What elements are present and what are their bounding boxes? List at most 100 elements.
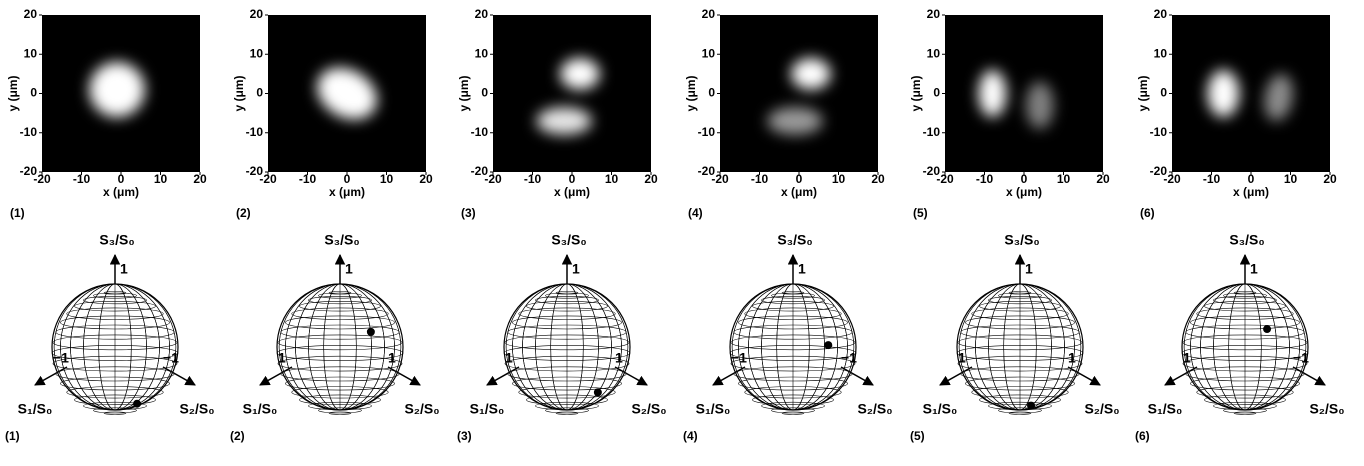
intensity-lobe — [1264, 74, 1293, 121]
x-tick-label: 20 — [871, 172, 885, 186]
y-tick-label: 20 — [475, 7, 489, 21]
s1-label: S₁/S₀ — [243, 401, 278, 417]
parallel — [545, 292, 589, 299]
s2-label: S₂/S₀ — [404, 401, 439, 417]
x-tick-label: -10 — [751, 172, 769, 186]
s1-tick-label: −1 — [53, 350, 69, 366]
parallel — [1204, 394, 1286, 405]
x-tick-label: 20 — [419, 172, 433, 186]
y-axis-label: y (μm) — [232, 75, 246, 111]
s1-axis — [939, 366, 973, 386]
x-tick-label: -20 — [259, 172, 277, 186]
parallel — [83, 401, 147, 411]
parallel — [66, 386, 164, 399]
s2-label: S₂/S₀ — [631, 401, 666, 417]
x-axis-label: x (μm) — [781, 185, 817, 199]
x-axis-label: x (μm) — [329, 185, 365, 199]
parallel — [979, 394, 1061, 405]
parallel — [957, 355, 1083, 372]
x-tick-label: -20 — [936, 172, 954, 186]
s2-axis — [1292, 366, 1326, 386]
parallel — [1213, 295, 1277, 305]
s3-tick-label: 1 — [1025, 261, 1033, 277]
intensity-lobe — [536, 107, 592, 135]
parallel — [555, 291, 579, 295]
s1-tick-label: 1 — [1183, 350, 1191, 366]
s3-tick-label: 1 — [120, 261, 128, 277]
x-tick-label: 20 — [644, 172, 658, 186]
parallel — [781, 291, 805, 295]
parallel — [299, 301, 381, 312]
parallel — [280, 324, 400, 340]
intensity-lobe — [978, 69, 1007, 118]
s3-label: S₃/S₀ — [551, 232, 586, 248]
parallel — [729, 345, 857, 361]
parallel — [752, 394, 834, 405]
parallel — [512, 376, 622, 391]
parallel — [277, 355, 403, 372]
parallel — [733, 324, 853, 340]
parallel — [503, 345, 631, 361]
y-tick-label: 0 — [256, 86, 263, 100]
s2-label: S₂/S₀ — [179, 401, 214, 417]
parallel — [1182, 334, 1308, 351]
parallel — [971, 307, 1069, 320]
x-tick-label: -10 — [1203, 172, 1221, 186]
parallel — [308, 401, 372, 411]
s2-axis — [1067, 366, 1101, 386]
parallel — [761, 295, 825, 305]
parallel — [1196, 307, 1294, 320]
s3-tick-label: 1 — [345, 261, 353, 277]
parallel — [988, 295, 1052, 305]
panel-label: (3) — [461, 206, 476, 220]
stokes-point — [1263, 325, 1272, 334]
sphere — [503, 283, 631, 415]
parallel — [965, 315, 1075, 330]
parallel — [83, 295, 147, 305]
parallel — [103, 411, 127, 415]
stokes-point — [1027, 401, 1036, 410]
sphere — [1181, 283, 1309, 415]
parallel — [1008, 411, 1032, 415]
s3-tick-label: 1 — [1250, 261, 1258, 277]
y-tick-label: 10 — [24, 46, 38, 60]
panel-label: (1) — [10, 206, 25, 220]
s3-label: S₃/S₀ — [777, 232, 812, 248]
y-tick-label: 20 — [1154, 7, 1168, 21]
s1-axis — [34, 366, 68, 386]
parallel — [291, 386, 389, 399]
y-axis-label: y (μm) — [909, 75, 923, 111]
x-tick-label: 10 — [1284, 172, 1298, 186]
parallel — [998, 292, 1042, 299]
x-axis-label: x (μm) — [103, 185, 139, 199]
y-tick-label: 20 — [24, 7, 38, 21]
y-tick-label: 0 — [708, 86, 715, 100]
sphere — [51, 283, 179, 415]
s3-tick-label: 1 — [572, 261, 580, 277]
parallel — [971, 386, 1069, 399]
x-tick-label: 0 — [1021, 172, 1028, 186]
s2-axis — [614, 366, 648, 386]
parallel — [285, 315, 395, 330]
s2-label: S₂/S₀ — [1084, 401, 1119, 417]
y-tick-label: 10 — [250, 46, 264, 60]
beam-profile — [1207, 69, 1293, 121]
intensity-lobe — [560, 58, 600, 90]
x-tick-label: -10 — [524, 172, 542, 186]
parallel — [1233, 411, 1257, 415]
y-tick-label: -20 — [698, 164, 716, 178]
parallel — [512, 315, 622, 330]
x-tick-label: -20 — [33, 172, 51, 186]
parallel — [738, 376, 848, 391]
parallel — [74, 394, 156, 405]
x-axis-label: x (μm) — [554, 185, 590, 199]
x-tick-label: 10 — [605, 172, 619, 186]
parallel — [1223, 407, 1267, 414]
beam-image — [493, 15, 651, 172]
parallel — [555, 411, 579, 415]
y-tick-label: 20 — [250, 7, 264, 21]
x-tick-label: 20 — [193, 172, 207, 186]
y-tick-label: -20 — [1150, 164, 1168, 178]
stokes-point — [593, 388, 602, 397]
